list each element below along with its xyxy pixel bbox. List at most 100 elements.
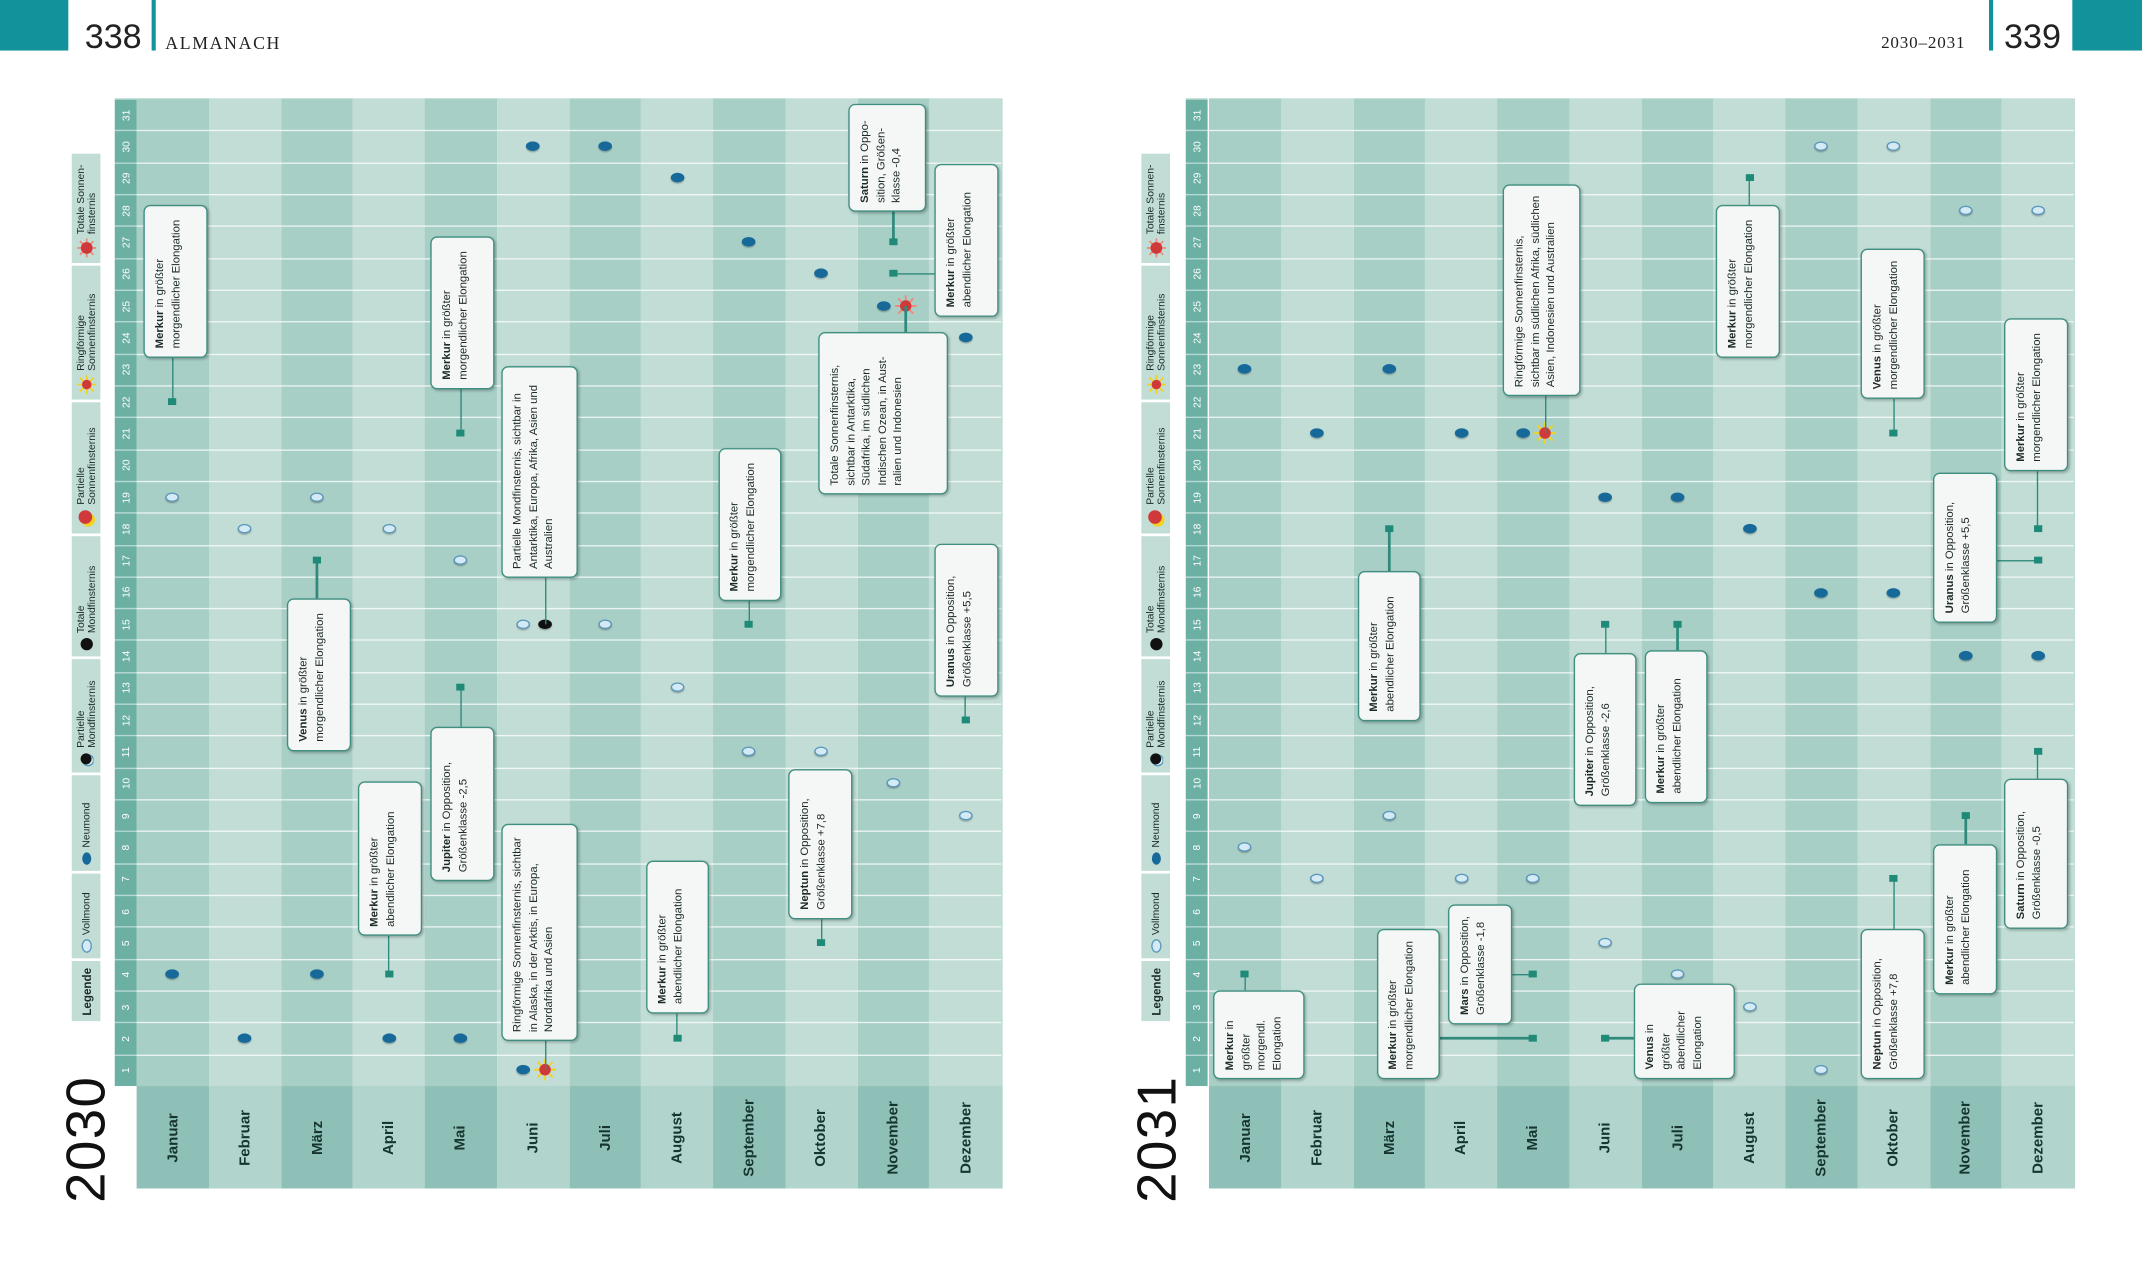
callout-connector (1244, 974, 1246, 991)
day-number: 12 (1185, 703, 1208, 736)
new-moon-icon (1814, 587, 1829, 597)
day-number: 19 (114, 480, 137, 513)
callout-text: Merkur in größter morgendlicher Elongati… (151, 219, 182, 349)
callout-connector (676, 1013, 678, 1039)
callout-planet: Merkur (2012, 423, 2026, 462)
event-marker (456, 429, 465, 437)
month-label: Januar (136, 1086, 210, 1189)
full-moon-icon (454, 555, 468, 566)
callout-connector (892, 211, 895, 242)
day-number: 11 (114, 735, 137, 768)
callout-box: Venus in größter morgendlicher Elongatio… (1860, 248, 1925, 399)
callout-box: Merkur in größter morgendlicher Elongati… (2004, 318, 2069, 472)
day-number: 13 (1185, 671, 1208, 704)
new-moon-icon (1516, 428, 1531, 438)
month-label: November (1929, 1086, 2003, 1189)
legend-item-new-moon: Neumond (71, 774, 100, 871)
day-gridline (1208, 735, 2074, 737)
day-number: 28 (1185, 193, 1208, 226)
day-number: 9 (1185, 799, 1208, 832)
callout-text: Merkur in größter morgendlicher Elongati… (726, 462, 757, 592)
event-marker (168, 397, 177, 405)
day-gridline (1208, 416, 2074, 419)
callout-box: Merkur in größter morgendlicher Elongati… (430, 236, 495, 390)
month-name: September (1813, 1098, 1831, 1177)
callout-connector (387, 935, 390, 975)
callout-text: Merkur in größter morgendlicher Elongati… (1385, 941, 1415, 1070)
callout-connector (820, 919, 823, 943)
month-label: August (641, 1086, 714, 1189)
day-gridline (136, 289, 1002, 291)
callout-planet: Merkur (726, 553, 741, 592)
callout-text: Merkur in größter morgendlicher Elongati… (1723, 219, 1754, 349)
callout-connector (460, 389, 462, 433)
day-number: 22 (114, 385, 137, 417)
callout-connector (1388, 528, 1391, 571)
callout-planet: Saturn (2012, 883, 2026, 920)
legend-item-full-moon: Vollmond (71, 872, 100, 958)
legend-title: Legende (71, 960, 100, 1021)
month-label: März (280, 1086, 354, 1189)
legend-item-total-solar-eclipse: Totale Sonnen-finsternis (1141, 152, 1171, 263)
day-gridline (1208, 894, 2074, 897)
day-number: 30 (1185, 130, 1208, 163)
day-number: 3 (114, 990, 137, 1023)
callout-connector (544, 577, 547, 625)
total-solar-eclipse-icon (75, 237, 95, 257)
month-name: April (1453, 1120, 1470, 1155)
callout-text: Neptun in Opposition, Größenklasse +7,8 (1868, 958, 1899, 1070)
event-marker (1385, 525, 1394, 532)
new-moon-icon (1670, 491, 1685, 502)
day-number: 1 (114, 1054, 137, 1087)
full-moon-icon (2030, 205, 2045, 215)
callout-text: Merkur in größter morgendl. Elongation (1221, 1016, 1283, 1070)
day-number: 24 (1185, 321, 1208, 354)
day-number: 11 (1185, 735, 1208, 768)
day-number: 15 (114, 608, 137, 640)
callout-planet: Venus (1868, 355, 1883, 390)
event-marker (1240, 971, 1250, 978)
legend-item-annular-solar-eclipse: Ringförmige Sonnenfinsternis (1141, 265, 1171, 399)
day-gridline (1208, 257, 2074, 260)
month-name: Juli (1669, 1124, 1686, 1151)
callout-planet: Merkur (1941, 947, 1955, 985)
month-label: September (1785, 1086, 1859, 1189)
day-gridline (1208, 639, 2074, 642)
callout-planet: Merkur (438, 341, 453, 380)
month-label: April (352, 1086, 426, 1189)
day-gridline (1208, 544, 2074, 546)
day-number: 16 (1185, 576, 1208, 609)
day-number: 1 (1185, 1054, 1208, 1087)
full-moon-icon (309, 491, 324, 502)
day-number: 14 (114, 639, 137, 672)
full-moon-icon (381, 523, 396, 534)
day-gridline (1208, 831, 2074, 833)
callout-connector (1748, 177, 1751, 205)
callout-box: Merkur in größter morgendlicher Elongati… (718, 448, 782, 602)
partial-lunar-eclipse-icon (1149, 752, 1163, 766)
day-gridline (1208, 576, 2074, 578)
full-moon-icon (958, 810, 973, 820)
month-name: März (308, 1120, 326, 1155)
annular-solar-eclipse-icon (1534, 421, 1557, 444)
day-gridline (136, 671, 1002, 674)
day-gridline (1208, 799, 2074, 801)
month-label: Juni (496, 1086, 570, 1189)
total-solar-eclipse-icon (1146, 237, 1166, 257)
callout-text: Merkur in größter morgendlicher Elongati… (438, 251, 468, 380)
day-number: 17 (1185, 544, 1208, 577)
month-label: November (857, 1086, 930, 1189)
full-moon-icon (1382, 810, 1396, 820)
month-name: Januar (164, 1112, 182, 1162)
callout-text: Ringförmige Sonnenfinsternis, sichtbar i… (1510, 195, 1556, 387)
day-number: 24 (114, 321, 137, 354)
new-moon-icon (1958, 651, 1973, 661)
day-gridline (136, 767, 1002, 769)
full-moon-icon (670, 682, 684, 693)
day-number: 7 (114, 862, 137, 895)
day-gridline (136, 799, 1002, 801)
new-moon-icon (598, 141, 612, 151)
day-gridline (1208, 862, 2074, 865)
day-number: 25 (1185, 289, 1208, 322)
month-label: August (1713, 1086, 1787, 1189)
